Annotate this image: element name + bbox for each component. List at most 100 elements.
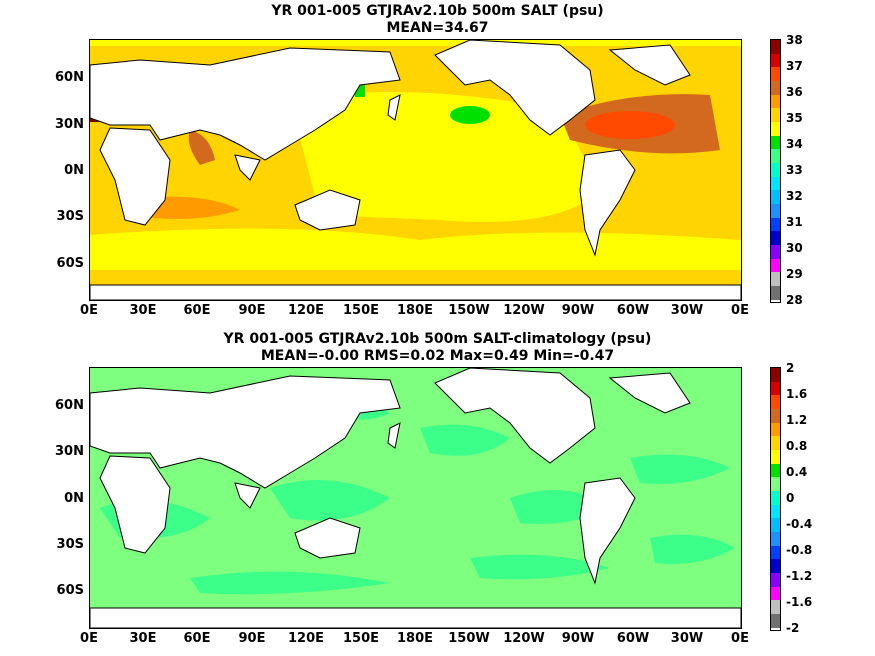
bottom-title: YR 001-005 GTJRAv2.10b 500m SALT-climato… [223,331,652,347]
bottom-xtick: 90E [238,631,266,646]
bottom-xtick: 120E [287,631,325,646]
top-xtick: 180E [396,303,434,318]
colorbar-segment [771,381,780,396]
bottom-ytick-30n: 30N [55,444,84,459]
colorbar-segment [771,163,780,177]
top-xtick: 30E [129,303,157,318]
pacific-fresh-region [290,92,600,222]
bottom-map-svg [90,368,741,628]
colorbar-segment [771,67,780,82]
colorbar-segment [771,217,780,232]
bottom-xtick: 180E [396,631,434,646]
colorbar-label: 32 [786,189,803,203]
top-mean: MEAN=34.67 [386,20,489,36]
bottom-ytick-60n: 60N [55,398,84,413]
top-ytick-60n: 60N [55,70,84,85]
okhotsk-min-region [355,85,365,97]
top-xtick: 60E [183,303,211,318]
colorbar-label: -0.4 [786,517,813,531]
top-ytick-60s: 60S [56,256,84,271]
arctic-fresh-region [90,40,741,46]
top-xtick: 120W [503,303,545,318]
top-xtick: 60W [616,303,650,318]
colorbar-segment [771,272,780,287]
top-xtick: 90W [561,303,595,318]
top-xtick: 0E [80,303,98,318]
colorbar-label: -1.6 [786,595,813,609]
colorbar-label: 1.6 [786,387,808,401]
colorbar-label: 29 [786,267,803,281]
top-title: YR 001-005 GTJRAv2.10b 500m SALT (psu) [271,3,604,19]
colorbar-label: 38 [786,33,803,47]
colorbar-label: 0.8 [786,439,808,453]
colorbar-segment [771,518,780,533]
colorbar-label: 30 [786,241,803,255]
colorbar-label: -1.2 [786,569,813,583]
top-xtick: 150E [342,303,380,318]
southern-fresh-region [90,228,741,270]
bottom-ytick-30s: 30S [56,537,84,552]
arabian-salty-region [188,130,215,165]
colorbar-segment [771,586,780,601]
colorbar-segment [771,258,780,273]
bottom-xtick: 30W [670,631,704,646]
colorbar-segment [771,108,780,123]
north-pacific-min-region [450,106,490,124]
bottom-xtick: 90W [561,631,595,646]
bottom-stats: MEAN=-0.00 RMS=0.02 Max=0.49 Min=-0.47 [260,348,615,364]
colorbar-segment [771,545,780,560]
colorbar-segment [771,53,780,68]
colorbar-segment [771,395,780,410]
top-land [90,40,741,300]
top-xtick: 90E [238,303,266,318]
atlantic-max-region [585,111,675,139]
bottom-xtick: 0E [731,631,749,646]
colorbar-segment [771,149,780,164]
bottom-ytick-0n: 0N [64,491,84,506]
bottom-colorbar [770,367,781,631]
bottom-xtick: 150E [342,631,380,646]
bottom-anomaly-map [89,367,742,629]
bottom-land [90,368,741,628]
colorbar-segment [771,245,780,259]
colorbar-label: 34 [786,137,803,151]
colorbar-segment [771,600,780,615]
colorbar-segment [771,122,780,136]
colorbar-segment [771,436,780,451]
colorbar-label: 2 [786,361,795,375]
colorbar-segment [771,190,780,205]
colorbar-segment [771,368,780,382]
colorbar-segment [771,463,780,478]
top-map-svg [90,40,741,300]
colorbar-segment [771,286,780,300]
top-xtick: 30W [670,303,704,318]
bottom-ytick-60s: 60S [56,583,84,598]
colorbar-label: 31 [786,215,803,229]
colorbar-segment [771,573,780,587]
colorbar-segment [771,614,780,628]
top-salinity-map [89,39,742,301]
top-ytick-0n: 0N [64,163,84,178]
colorbar-label: 28 [786,293,803,307]
bottom-xtick: 60W [616,631,650,646]
bottom-xtick: 30E [129,631,157,646]
colorbar-segment [771,231,780,246]
bottom-xtick: 150W [448,631,490,646]
colorbar-label: 0 [786,491,795,505]
colorbar-label: 0.4 [786,465,808,479]
colorbar-label: 1.2 [786,413,808,427]
colorbar-segment [771,409,780,423]
colorbar-segment [771,504,780,519]
colorbar-segment [771,532,780,546]
colorbar-label: 37 [786,59,803,73]
colorbar-segment [771,81,780,95]
top-xtick: 150W [448,303,490,318]
top-ytick-30n: 30N [55,117,84,132]
colorbar-segment [771,422,780,437]
colorbar-segment [771,135,780,150]
colorbar-segment [771,40,780,54]
colorbar-segment [771,559,780,574]
colorbar-label: -0.8 [786,543,813,557]
colorbar-segment [771,491,780,505]
colorbar-segment [771,94,780,109]
